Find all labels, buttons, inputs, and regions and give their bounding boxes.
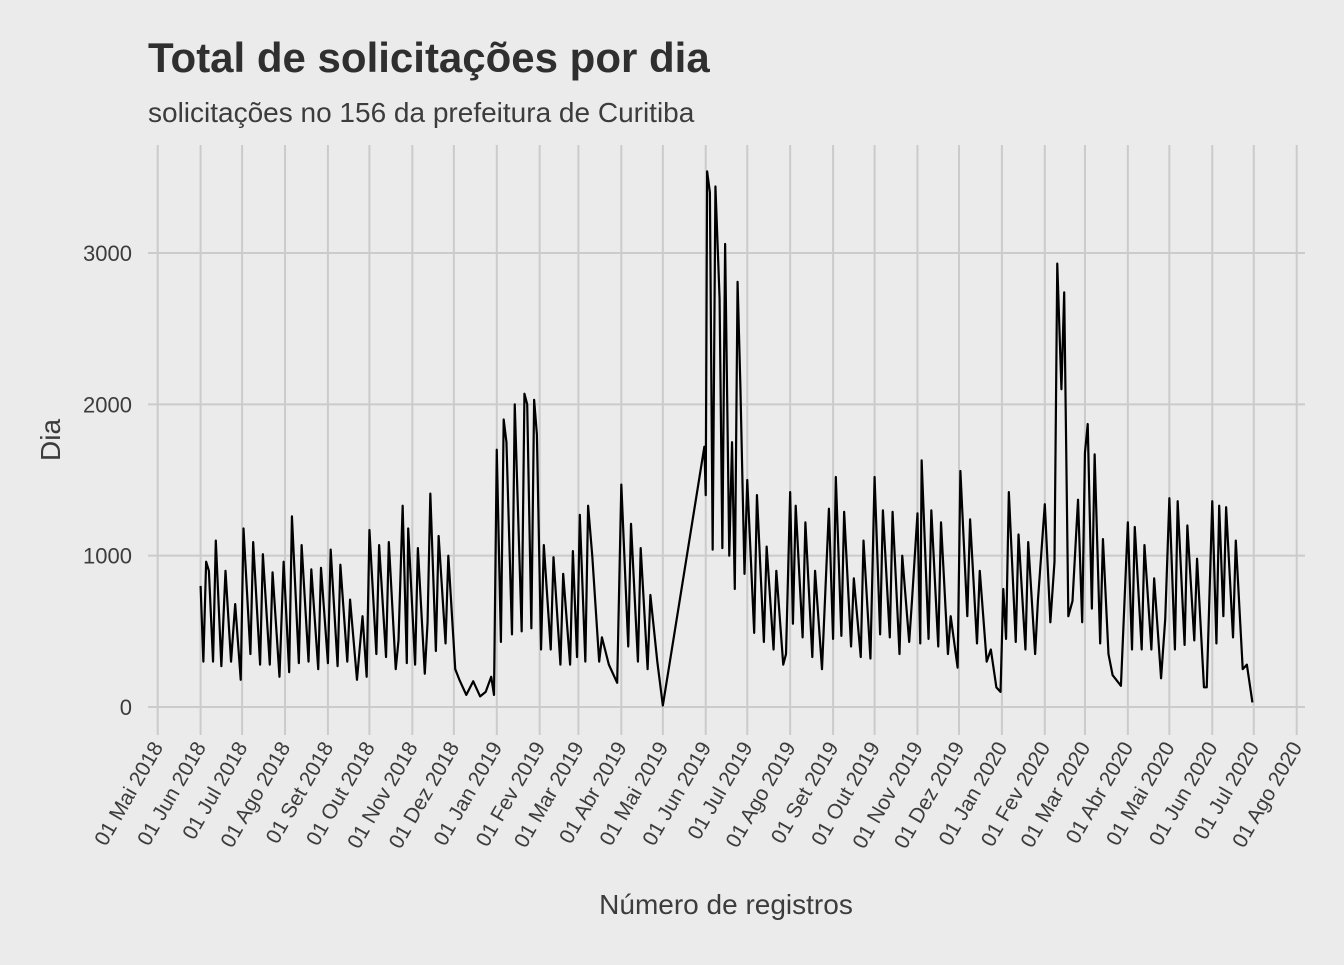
y-tick-label: 0 (120, 695, 132, 720)
chart-title: Total de solicitações por dia (148, 34, 710, 81)
data-line (199, 170, 1254, 707)
x-axis-title: Número de registros (599, 889, 853, 920)
y-tick-label: 2000 (83, 392, 132, 417)
y-tick-label: 3000 (83, 241, 132, 266)
y-tick-label: 1000 (83, 544, 132, 569)
y-axis-title: Dia (35, 419, 66, 461)
chart-subtitle: solicitações no 156 da prefeitura de Cur… (148, 97, 695, 128)
